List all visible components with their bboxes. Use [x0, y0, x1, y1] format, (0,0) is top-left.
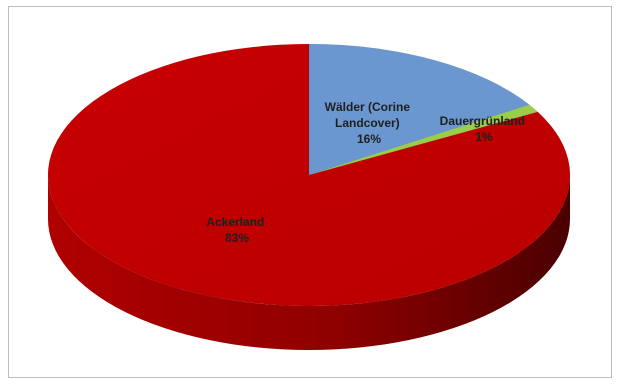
slice-waelder [308, 43, 530, 176]
data-labels: Wälder (Corine Landcover) 16% Dauergrünl… [206, 100, 529, 245]
pie-top-layer [47, 43, 571, 307]
data-label-ackerland: Ackerland 83% [206, 215, 267, 245]
pie-side-layer [48, 175, 570, 350]
slice-dauergruenland [308, 104, 539, 176]
data-label-dauergruenland: Dauergrünland 1% [440, 114, 529, 144]
data-label-waelder: Wälder (Corine Landcover) 16% [325, 100, 414, 146]
slice-ackerland-side [48, 175, 570, 350]
slice-ackerland [47, 43, 571, 307]
